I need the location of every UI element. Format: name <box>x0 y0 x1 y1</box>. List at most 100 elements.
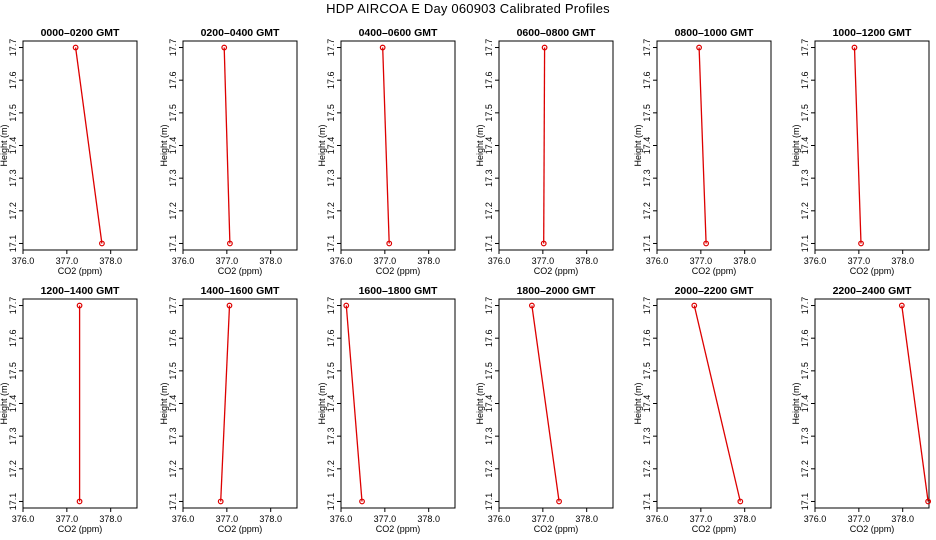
y-tick-label: 17.1 <box>800 235 810 253</box>
x-tick-label: 376.0 <box>330 514 353 524</box>
profile-line <box>901 305 929 502</box>
y-tick-label: 17.6 <box>326 329 336 347</box>
plot-frame <box>340 40 456 251</box>
y-tick-label: 17.1 <box>326 235 336 253</box>
profile-point <box>898 302 905 309</box>
x-tick-label: 378.0 <box>891 514 914 524</box>
y-tick-label: 17.5 <box>168 362 178 380</box>
y-tick-label: 17.7 <box>800 297 810 315</box>
profile-point <box>925 498 932 505</box>
y-tick-label: 17.3 <box>642 169 652 187</box>
profile-line <box>531 305 560 502</box>
y-tick-label: 17.7 <box>8 297 18 315</box>
plot-frame <box>182 298 298 509</box>
y-tick-label: 17.7 <box>484 39 494 57</box>
y-tick-label: 17.3 <box>800 427 810 445</box>
y-axis-label: Height (m) <box>317 382 327 424</box>
x-tick-label: 377.0 <box>690 256 713 266</box>
profile-point <box>386 240 393 247</box>
plot-frame <box>182 40 298 251</box>
y-tick-label: 17.3 <box>8 427 18 445</box>
profile-point <box>858 240 864 247</box>
y-tick-label: 17.4 <box>8 395 18 413</box>
profile-point <box>343 302 350 309</box>
y-tick-label: 17.5 <box>326 362 336 380</box>
y-tick-label: 17.6 <box>642 329 652 347</box>
y-tick-label: 17.1 <box>484 235 494 253</box>
y-tick-label: 17.5 <box>168 104 178 122</box>
profile-point <box>227 240 233 247</box>
x-tick-label: 378.0 <box>417 256 440 266</box>
profile-point <box>217 498 224 505</box>
y-axis-label: Height (m) <box>0 382 9 424</box>
x-axis-label: CO2 (ppm) <box>692 266 737 276</box>
x-tick-label: 377.0 <box>216 514 239 524</box>
y-axis-label: Height (m) <box>0 124 9 166</box>
y-tick-label: 17.6 <box>8 329 18 347</box>
y-axis-label: Height (m) <box>633 382 643 424</box>
y-tick-label: 17.2 <box>642 460 652 478</box>
y-tick-label: 17.6 <box>484 329 494 347</box>
x-tick-label: 376.0 <box>646 514 669 524</box>
y-tick-label: 17.2 <box>8 460 18 478</box>
y-tick-label: 17.6 <box>642 71 652 89</box>
profile-point <box>379 44 386 51</box>
y-tick-label: 17.3 <box>168 427 178 445</box>
profile-point <box>703 240 710 247</box>
x-tick-label: 376.0 <box>12 514 35 524</box>
y-tick-label: 17.5 <box>642 362 652 380</box>
panel-title: 2200–2400 GMT <box>833 285 912 297</box>
profile-line <box>853 47 862 244</box>
y-tick-label: 17.6 <box>326 71 336 89</box>
x-tick-label: 377.0 <box>848 514 871 524</box>
x-tick-label: 378.0 <box>891 256 914 266</box>
x-axis-label: CO2 (ppm) <box>850 524 895 534</box>
y-tick-label: 17.3 <box>800 169 810 187</box>
y-tick-label: 17.1 <box>800 493 810 511</box>
x-axis-label: CO2 (ppm) <box>692 524 737 534</box>
x-tick-label: 377.0 <box>690 514 713 524</box>
y-tick-label: 17.7 <box>168 39 178 57</box>
x-tick-label: 376.0 <box>330 256 353 266</box>
y-tick-label: 17.6 <box>168 71 178 89</box>
profile-line <box>382 47 390 244</box>
y-tick-label: 17.2 <box>484 202 494 220</box>
y-tick-label: 17.7 <box>484 297 494 315</box>
profile-line <box>693 305 741 502</box>
profile-point <box>226 302 233 309</box>
x-tick-label: 377.0 <box>532 514 555 524</box>
profile-point <box>76 302 83 309</box>
y-tick-label: 17.1 <box>642 235 652 253</box>
y-tick-label: 17.6 <box>800 329 810 347</box>
x-tick-label: 376.0 <box>488 514 511 524</box>
y-tick-label: 17.3 <box>326 427 336 445</box>
x-axis-label: CO2 (ppm) <box>534 266 579 276</box>
y-tick-label: 17.4 <box>168 137 178 155</box>
profile-point <box>691 302 698 309</box>
x-tick-label: 376.0 <box>646 256 669 266</box>
y-tick-label: 17.3 <box>642 427 652 445</box>
y-tick-label: 17.5 <box>800 362 810 380</box>
y-tick-label: 17.5 <box>8 104 18 122</box>
x-axis-label: CO2 (ppm) <box>376 524 421 534</box>
x-tick-label: 378.0 <box>575 514 598 524</box>
y-tick-label: 17.3 <box>326 169 336 187</box>
y-tick-label: 17.4 <box>484 137 494 155</box>
panel-title: 1600–1800 GMT <box>359 285 438 297</box>
y-axis-label: Height (m) <box>475 382 485 424</box>
y-tick-label: 17.2 <box>326 202 336 220</box>
y-tick-label: 17.3 <box>168 169 178 187</box>
profile-point <box>99 240 105 247</box>
panel-title: 1400–1600 GMT <box>201 285 280 297</box>
y-tick-label: 17.4 <box>800 137 810 155</box>
profile-point <box>851 44 858 51</box>
y-tick-label: 17.4 <box>326 137 336 155</box>
profile-point <box>556 498 562 505</box>
y-tick-label: 17.1 <box>168 235 178 253</box>
y-tick-label: 17.4 <box>168 395 178 413</box>
y-tick-label: 17.4 <box>326 395 336 413</box>
y-axis-label: Height (m) <box>159 124 169 166</box>
profile-line <box>698 47 707 244</box>
profile-point <box>540 240 547 247</box>
plot-frame <box>22 40 138 251</box>
